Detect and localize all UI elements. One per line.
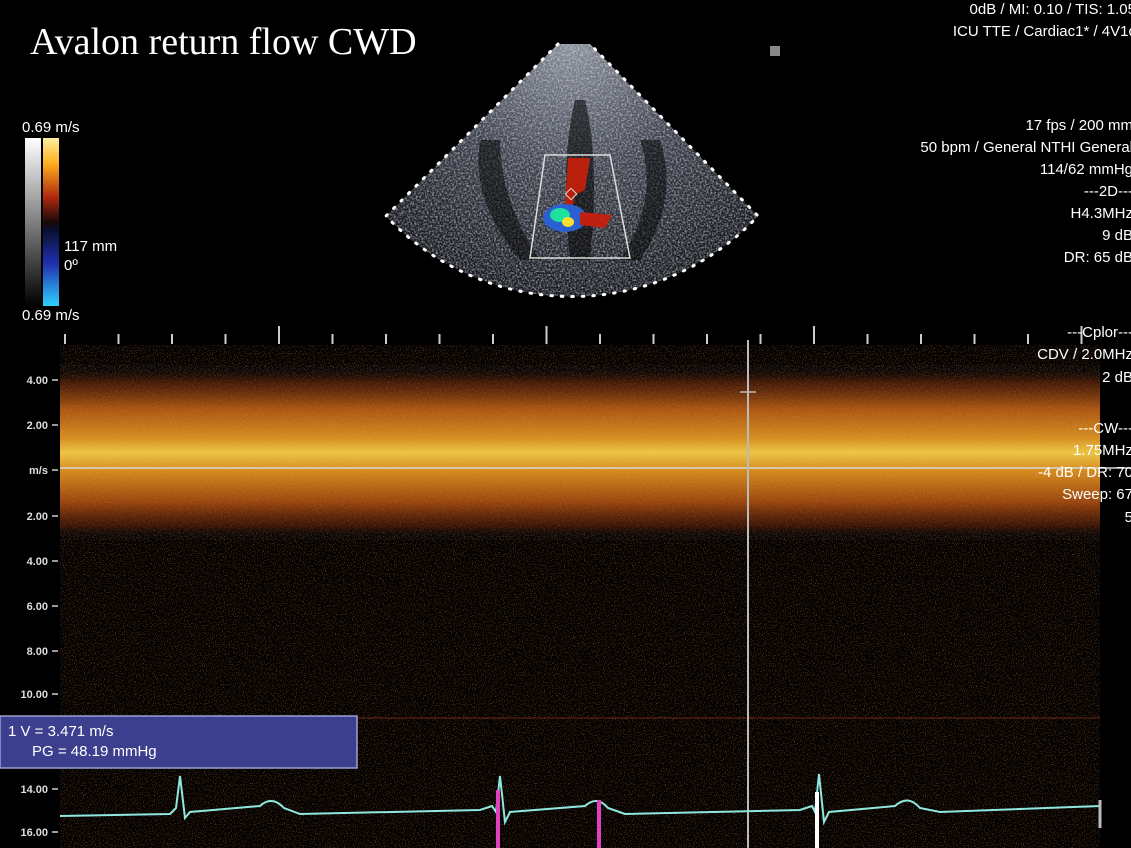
image-info: 114/62 mmHg (1040, 161, 1131, 178)
velocity-scale-label: 16.00 (20, 827, 48, 839)
title: Avalon return flow CWD (30, 21, 417, 63)
header-info: ICU TTE / Cardiac1* / 4V1c (953, 23, 1131, 40)
measurement-box: 1 V = 3.471 m/s PG = 48.19 mmHg (0, 716, 357, 768)
color-bar-top-label: 0.69 m/s (22, 119, 80, 136)
color-bar-depth: 117 mm (64, 238, 117, 255)
header-info: 0dB / MI: 0.10 / TIS: 1.05 (970, 1, 1131, 18)
ultrasound-screen: 1 V = 3.471 m/s PG = 48.19 mmHg Avalon r… (0, 0, 1131, 848)
velocity-measurement: 1 V = 3.471 m/s (8, 723, 113, 740)
image-info: 17 fps / 200 mm (1025, 117, 1131, 134)
velocity-scale-label: 4.00 (27, 556, 48, 568)
image-info: ---2D--- (1084, 183, 1131, 200)
velocity-scale-label: 2.00 (27, 420, 48, 432)
page: { "title": "Avalon return flow CWD", "he… (0, 0, 1131, 848)
doppler-info: 5 (1125, 509, 1131, 526)
doppler-info: -4 dB / DR: 70 (1038, 464, 1131, 481)
image-info: 50 bpm / General NTHI General (920, 139, 1131, 156)
velocity-scale-label: 14.00 (20, 784, 48, 796)
velocity-scale-label: 4.00 (27, 375, 48, 387)
velocity-scale-label: 10.00 (20, 689, 48, 701)
velocity-scale-label: 8.00 (27, 646, 48, 658)
color-bar-bottom-label: 0.69 m/s (22, 307, 80, 324)
doppler-info: 1.75MHz (1073, 442, 1131, 459)
gradient-measurement: PG = 48.19 mmHg (32, 743, 157, 760)
doppler-info: 2 dB (1102, 369, 1131, 386)
velocity-scale-label: 6.00 (27, 601, 48, 613)
color-bar-angle: 0º (64, 257, 78, 274)
doppler-info: CDV / 2.0MHz (1037, 346, 1131, 363)
doppler-info: ---Cplor--- (1067, 324, 1131, 341)
velocity-scale-label: 2.00 (27, 511, 48, 523)
image-info: 9 dB (1102, 227, 1131, 244)
doppler-info: ---CW--- (1078, 420, 1131, 437)
image-info: DR: 65 dB (1064, 249, 1131, 266)
velocity-scale-label: m/s (29, 465, 48, 477)
doppler-info: Sweep: 67 (1062, 486, 1131, 503)
spectral-doppler (60, 340, 1131, 848)
image-info: H4.3MHz (1070, 205, 1131, 222)
